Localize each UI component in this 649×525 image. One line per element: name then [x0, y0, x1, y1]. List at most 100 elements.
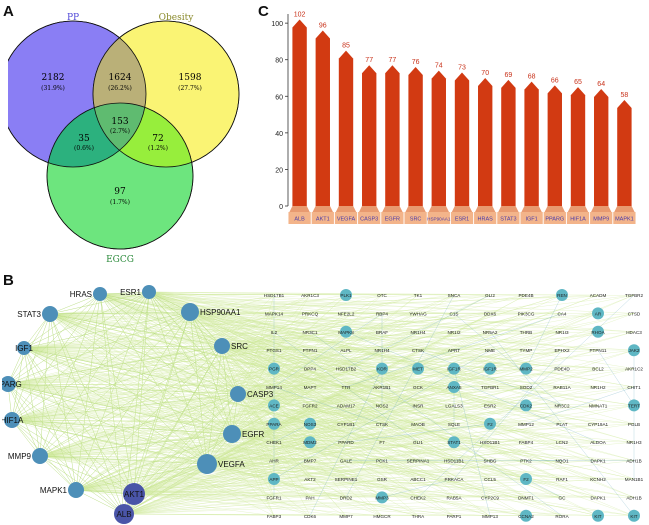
- network-node-dot: [268, 473, 280, 485]
- network-node-label: CHEK2: [410, 495, 426, 500]
- category-label: ESR1: [455, 217, 469, 223]
- network-node-label: ALPL: [340, 348, 352, 353]
- network-node-label: PARP1: [447, 514, 462, 519]
- network-node-dot: [448, 381, 460, 393]
- network-node-label: HDAC3: [626, 330, 642, 335]
- network-node-label: INSR: [413, 403, 425, 408]
- network-node-label: DAPK1: [590, 459, 606, 464]
- venn-pct-obesity-only: (27.7%): [178, 85, 202, 92]
- y-tick-label: 0: [279, 204, 283, 211]
- network-node-label: NFE2L2: [338, 311, 355, 316]
- category-box: [474, 212, 497, 224]
- network-node-label: MAPK14: [265, 311, 284, 316]
- bar-casp3: [362, 65, 377, 206]
- network-node-label: AKR1B1: [373, 385, 391, 390]
- network-node-label: MDM2: [303, 440, 317, 445]
- network-node-label: MET: [413, 367, 423, 372]
- network-node-dot: [628, 509, 640, 522]
- category-box: [520, 212, 543, 224]
- network-node-label: KIT: [594, 514, 601, 519]
- network-node-label: PDE4D: [554, 367, 570, 372]
- network-node-dot: [268, 417, 280, 430]
- network-node-label: PTPN1: [303, 348, 318, 353]
- network-node-label: AKT2: [304, 477, 316, 482]
- network-node-label: NR1H4: [410, 330, 426, 335]
- panel-letter-c: C: [258, 3, 269, 20]
- hub-node-vegfa: [197, 454, 217, 474]
- network-node-label: DDX6: [484, 311, 497, 316]
- bar-base: [498, 206, 519, 212]
- network-node-label: RAB11A: [553, 385, 571, 390]
- category-label: STAT3: [500, 217, 516, 223]
- network-node-label: HSD11B1: [444, 459, 465, 464]
- hub-label: SRC: [231, 342, 248, 351]
- venn-count-pp-only: 2182: [42, 73, 65, 83]
- network-node-label: REN: [557, 293, 567, 298]
- hub-node-igf1: [17, 341, 31, 355]
- category-label: IGF1: [525, 217, 537, 223]
- y-tick-label: 100: [271, 21, 283, 28]
- network-node-label: GC: [559, 495, 567, 500]
- venn-count-egcg-only: 97: [114, 187, 126, 197]
- bar-base: [475, 206, 496, 212]
- category-box: [311, 212, 334, 224]
- venn-pct-all-three: (2.7%): [110, 128, 130, 135]
- network-node-label: F7: [379, 440, 385, 445]
- network-node-label: SQLE: [448, 422, 460, 427]
- network-node-label: AR: [595, 311, 602, 316]
- bar-hsp90aa1: [431, 70, 446, 206]
- hub-node-mmp9: [32, 448, 48, 464]
- network-node-label: NOS2: [376, 403, 389, 408]
- network-node-label: NR1H4: [374, 348, 390, 353]
- bar-stat3: [501, 79, 516, 206]
- data-label: 64: [597, 81, 605, 88]
- network-node-label: LGALS3: [445, 403, 463, 408]
- data-label: 68: [528, 74, 536, 81]
- data-label: 102: [294, 11, 306, 18]
- network-node-dot: [484, 362, 496, 375]
- network-node-label: SERPINE1: [335, 477, 358, 482]
- network-node-label: EPHX2: [554, 348, 570, 353]
- category-label: VEGFA: [337, 217, 356, 223]
- network-node-label: PAH: [305, 495, 314, 500]
- venn-label-obesity: Obesity: [159, 13, 195, 23]
- bar-base: [614, 206, 635, 212]
- category-label: HRAS: [478, 217, 494, 223]
- network-node-label: MMP3: [375, 495, 389, 500]
- network-node-label: HMGCR: [373, 514, 391, 519]
- network-node-label: CTSK: [376, 422, 389, 427]
- network-node-label: IGF1R: [447, 367, 461, 372]
- hub-node-mapk1: [68, 482, 84, 498]
- panel-letter-b: B: [3, 272, 14, 289]
- venn-pct-obesity-egcg: (1.2%): [148, 145, 168, 152]
- category-label: SRC: [410, 217, 422, 223]
- network-node-dot: [592, 509, 604, 522]
- network-node-label: FABP3: [267, 514, 282, 519]
- bar-hras: [478, 78, 493, 206]
- hub-node-egfr: [223, 425, 241, 443]
- network-node-label: BRAF: [376, 330, 388, 335]
- category-box: [288, 212, 311, 224]
- category-label: AKT1: [316, 217, 330, 223]
- network-node-label: NR3C2: [554, 403, 570, 408]
- network-diagram: HSD17B1 MAPK14 IL2 PTGS1 PGR MMP14 ACE PPARA CHE…: [2, 285, 644, 524]
- network-node-label: PIK3CG: [518, 311, 535, 316]
- network-node-label: BCL2: [592, 367, 604, 372]
- network-node-dot: [520, 473, 532, 485]
- network-node-label: JAK2: [629, 348, 640, 353]
- hub-node-esr1: [142, 285, 156, 299]
- venn-count-all-three: 153: [111, 117, 128, 127]
- network-node-dot: [304, 436, 316, 449]
- hub-label: MAPK1: [40, 486, 68, 495]
- data-label: 77: [365, 57, 373, 64]
- network-node-label: FABP4: [519, 440, 534, 445]
- network-node-dot: [592, 307, 604, 320]
- network-node-dot: [412, 362, 424, 375]
- network-node-label: CCNA2: [518, 514, 534, 519]
- network-node-label: SERPINA1: [407, 459, 430, 464]
- network-node-label: PTGS1: [266, 348, 282, 353]
- network-node-label: NR1I2: [447, 330, 460, 335]
- network-node-dot: [268, 362, 280, 375]
- data-label: 65: [574, 79, 582, 86]
- data-label: 70: [481, 70, 489, 77]
